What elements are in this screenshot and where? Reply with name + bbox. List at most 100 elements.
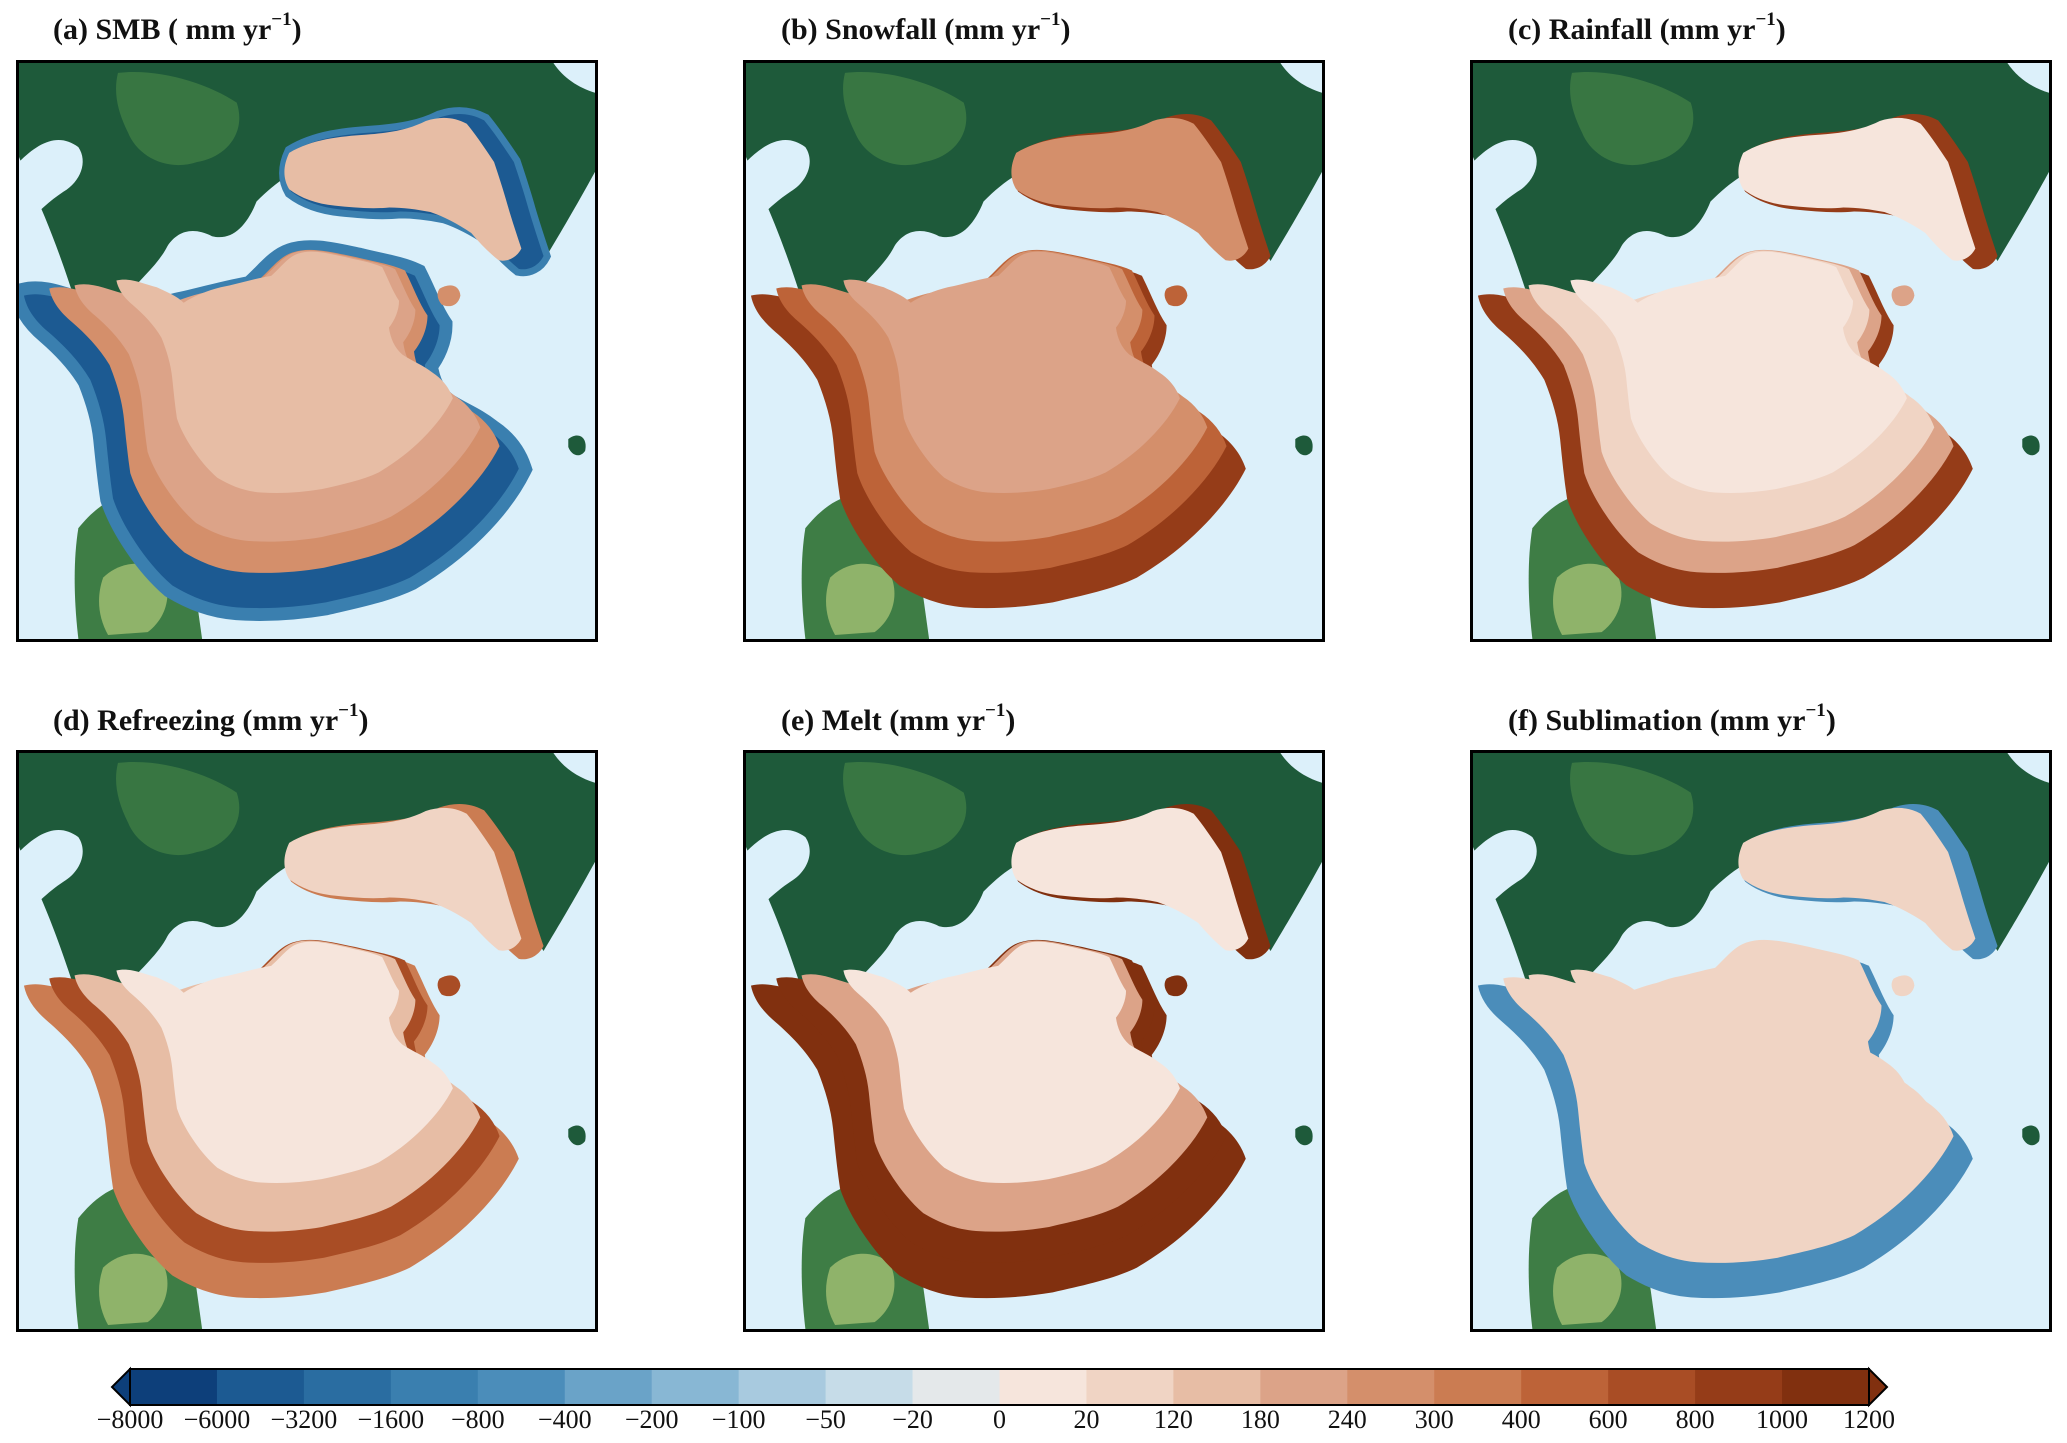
colorbar-tick-label: −1600 <box>357 1405 425 1434</box>
land-relief <box>843 761 967 856</box>
island <box>2022 1125 2040 1146</box>
panel-title-d: (d) Refreezing (mm yr−1) <box>53 700 369 737</box>
colorbar-tick-label: 300 <box>1414 1405 1454 1434</box>
colorbar-segment <box>651 1369 740 1405</box>
colorbar-tick-label: 20 <box>1073 1405 1100 1434</box>
ice-cap-small <box>1164 285 1188 307</box>
map-panel-b <box>743 60 1325 642</box>
map-panel-e <box>743 750 1325 1332</box>
ice-cap-small <box>1891 975 1915 997</box>
colorbar-tick-label: 120 <box>1153 1405 1193 1434</box>
land-south-relief <box>826 563 895 636</box>
colorbar-tick-label: −6000 <box>183 1405 251 1434</box>
map-c <box>1473 63 2049 639</box>
island <box>568 435 586 456</box>
colorbar-segment <box>564 1369 653 1405</box>
map-a <box>19 63 595 639</box>
island <box>568 1125 586 1146</box>
ocean-inlet <box>19 139 83 222</box>
colorbar-segment <box>390 1369 479 1405</box>
ice-sheet-north-interior <box>284 117 522 261</box>
map-panel-c <box>1470 60 2052 642</box>
ice-sheet-north-interior <box>284 807 522 951</box>
panel-title-c: (c) Rainfall (mm yr−1) <box>1508 9 1786 46</box>
ice-sheet-interior <box>843 941 1180 1184</box>
land-relief <box>116 71 240 166</box>
ice-sheet-north-interior <box>1011 807 1249 951</box>
ice-sheet-interior <box>1570 941 1907 1184</box>
island <box>1295 435 1313 456</box>
colorbar-segment <box>477 1369 566 1405</box>
ice-sheet-north-interior <box>1011 117 1249 261</box>
colorbar-tick-label: 400 <box>1501 1405 1541 1434</box>
map-panel-d <box>16 750 598 1332</box>
colorbar-tick-label: 1000 <box>1756 1405 1809 1434</box>
land-south-relief <box>99 1253 168 1326</box>
colorbar-tick-label: 180 <box>1240 1405 1280 1434</box>
colorbar-segment <box>912 1369 1000 1405</box>
ice-sheet-interior <box>116 251 453 494</box>
colorbar-tick-label: −200 <box>624 1405 679 1434</box>
colorbar <box>110 1366 1889 1408</box>
colorbar-extend-low <box>110 1366 131 1408</box>
land-relief <box>843 71 967 166</box>
map-d <box>19 753 595 1329</box>
ocean-inlet <box>1473 829 1537 912</box>
colorbar-tick-label: 1200 <box>1843 1405 1895 1434</box>
colorbar-tick-label: −800 <box>450 1405 505 1434</box>
panel-title-a: (a) SMB ( mm yr−1) <box>53 9 302 46</box>
ice-cap-small <box>1891 285 1915 307</box>
land-south-relief <box>1553 1253 1622 1326</box>
map-f <box>1473 753 2049 1329</box>
colorbar-frame <box>129 1368 1870 1406</box>
ocean-inlet <box>19 829 83 912</box>
ice-sheet-north-interior <box>1738 807 1976 951</box>
colorbar-segment <box>1608 1369 1696 1405</box>
ice-sheet-interior <box>1570 251 1907 494</box>
colorbar-segment <box>1260 1369 1348 1405</box>
ocean-corner <box>2007 753 2049 783</box>
ice-cap-small <box>437 975 461 997</box>
colorbar-segment <box>216 1369 305 1405</box>
land-south-relief <box>1553 563 1622 636</box>
colorbar-tick-label: −20 <box>892 1405 933 1434</box>
island <box>2022 435 2040 456</box>
colorbar-segment <box>1695 1369 1783 1405</box>
colorbar-segment <box>1347 1369 1435 1405</box>
ocean-inlet <box>746 139 810 222</box>
panel-title-b: (b) Snowfall (mm yr−1) <box>781 9 1071 46</box>
ocean-inlet <box>1473 139 1537 222</box>
colorbar-tick-label: −3200 <box>270 1405 338 1434</box>
colorbar-tick-label: 240 <box>1327 1405 1367 1434</box>
colorbar-segment <box>1434 1369 1522 1405</box>
colorbar-segment <box>1521 1369 1609 1405</box>
ocean-inlet <box>746 829 810 912</box>
colorbar-tick-label: 800 <box>1675 1405 1715 1434</box>
colorbar-extend-high <box>1868 1366 1889 1408</box>
colorbar-segment <box>999 1369 1087 1405</box>
island <box>1295 1125 1313 1146</box>
map-b <box>746 63 1322 639</box>
colorbar-segment <box>130 1369 218 1405</box>
colorbar-tick-label: 0 <box>993 1405 1006 1434</box>
ocean-corner <box>1280 753 1322 783</box>
colorbar-segment <box>825 1369 914 1405</box>
panel-title-f: (f) Sublimation (mm yr−1) <box>1508 700 1836 737</box>
map-panel-f <box>1470 750 2052 1332</box>
colorbar-tick-label: −8000 <box>96 1405 164 1434</box>
panel-title-e: (e) Melt (mm yr−1) <box>781 700 1016 737</box>
land-relief <box>116 761 240 856</box>
colorbar-tick-label: −100 <box>711 1405 766 1434</box>
ocean-corner <box>553 753 595 783</box>
land-relief <box>1570 71 1694 166</box>
colorbar-segment <box>1086 1369 1174 1405</box>
colorbar-tick-label: −50 <box>805 1405 846 1434</box>
colorbar-segment <box>303 1369 392 1405</box>
land-relief <box>1570 761 1694 856</box>
colorbar-tick-label: 600 <box>1588 1405 1628 1434</box>
ice-sheet-interior <box>843 251 1180 494</box>
ice-sheet-interior <box>116 941 453 1184</box>
colorbar-segment <box>1782 1369 1870 1405</box>
ice-cap-small <box>1164 975 1188 997</box>
ocean-corner <box>1280 63 1322 93</box>
